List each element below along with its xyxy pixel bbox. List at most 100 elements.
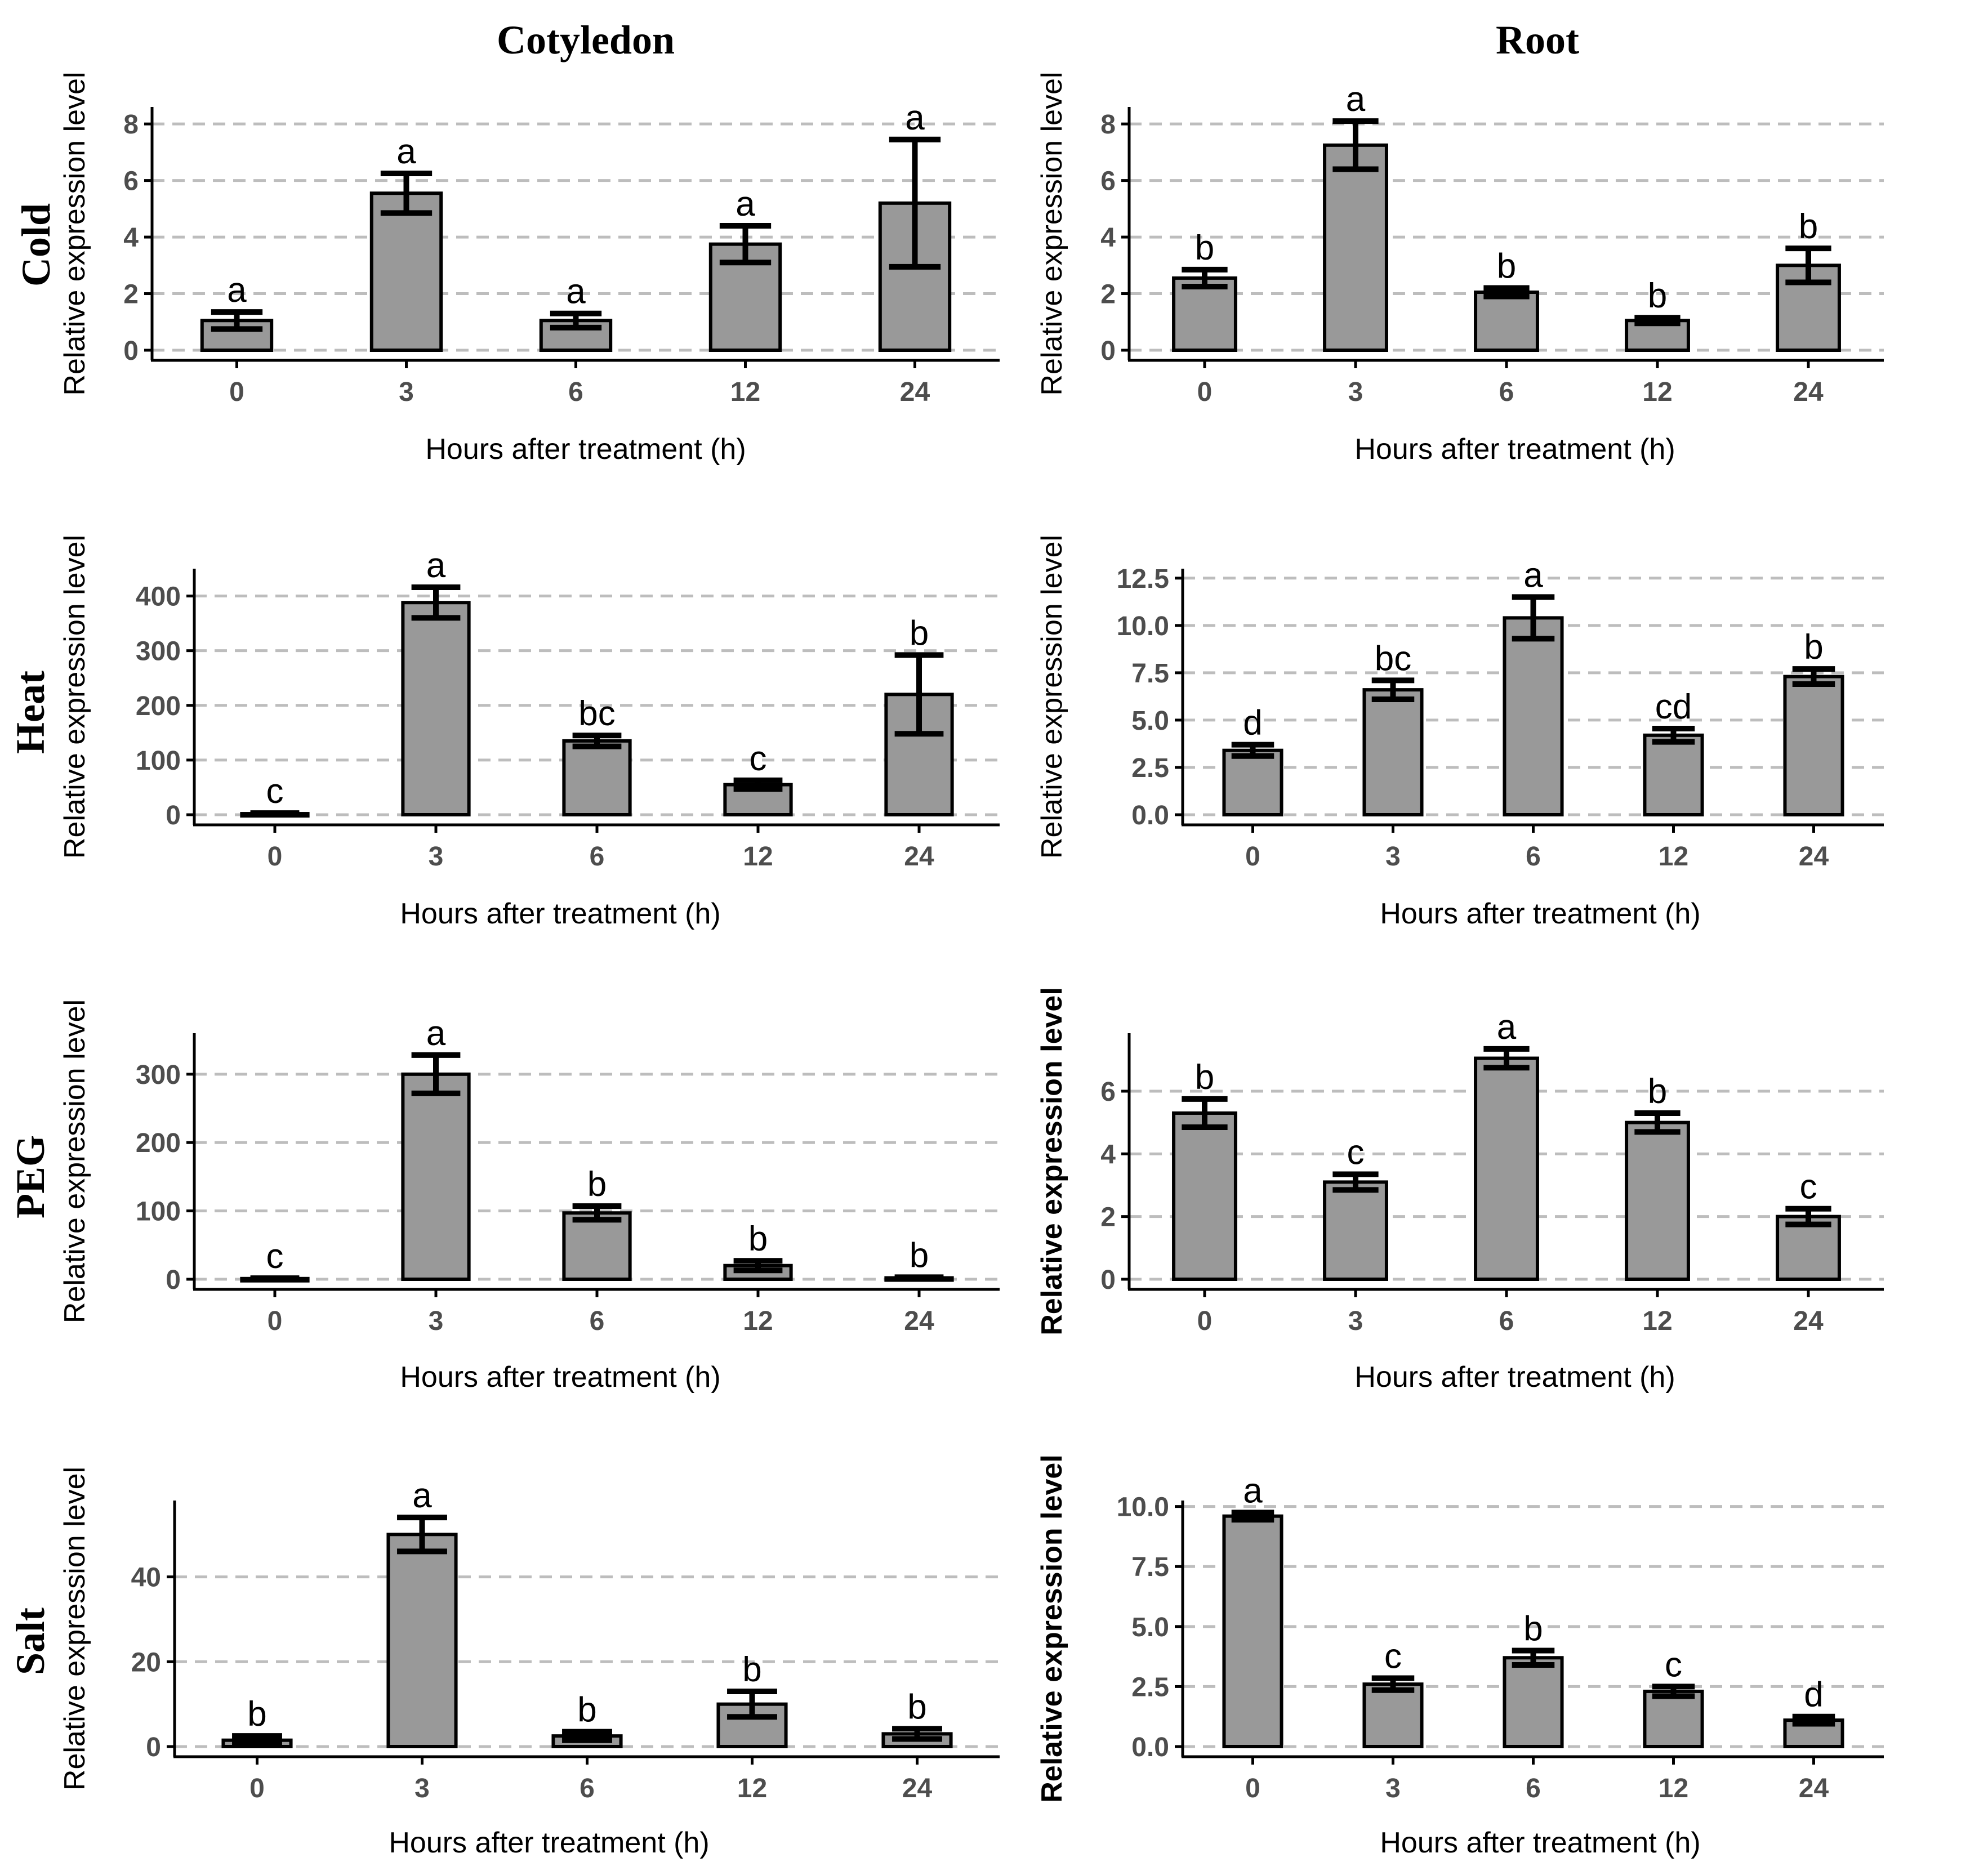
x-axis-title: Hours after treatment (h) <box>1354 433 1675 466</box>
bar <box>1503 616 1564 817</box>
significance-label: a <box>566 273 586 311</box>
significance-label: b <box>587 1165 607 1204</box>
significance-label: b <box>742 1650 761 1689</box>
significance-label: a <box>426 546 446 585</box>
y-tick-label: 5.0 <box>1131 1613 1169 1642</box>
y-tick-label: 5.0 <box>1131 706 1169 736</box>
x-tick-label: 6 <box>1526 842 1541 872</box>
x-tick-label: 6 <box>1499 377 1514 407</box>
bar <box>562 739 632 817</box>
x-tick-label: 3 <box>1348 377 1363 407</box>
x-tick-label: 12 <box>737 1774 767 1803</box>
significance-label: b <box>1195 1058 1214 1097</box>
bar <box>1474 291 1539 352</box>
y-tick-label: 10.0 <box>1117 1493 1169 1522</box>
x-tick-label: 0 <box>1197 1306 1213 1336</box>
x-tick-label: 24 <box>904 1306 934 1336</box>
y-tick-label: 2.5 <box>1131 753 1169 783</box>
panel-heat-root: 0.0 2.5 5.0 7.5 10.0 12.5 d 0 bc 3 a 6 cd 12 b 24 Hours … <box>1036 535 1884 930</box>
x-tick-label: 3 <box>414 1774 430 1803</box>
bar <box>1323 1180 1388 1281</box>
significance-label: c <box>1800 1168 1817 1207</box>
significance-label: a <box>905 99 925 137</box>
y-axis-title: Relative expression level <box>59 999 91 1323</box>
significance-label: a <box>1243 1471 1263 1510</box>
row-title-cold: Cold <box>14 203 59 287</box>
significance-label: a <box>736 185 755 224</box>
bar <box>1474 1056 1539 1281</box>
y-tick-label: 4 <box>123 223 139 253</box>
y-tick-label: 8 <box>123 110 139 140</box>
significance-label: b <box>1648 276 1667 315</box>
x-tick-label: 3 <box>1385 842 1401 872</box>
x-tick-label: 12 <box>730 377 760 407</box>
significance-label: b <box>907 1687 926 1726</box>
y-tick-label: 100 <box>136 1197 181 1227</box>
significance-label: b <box>247 1695 266 1734</box>
significance-label: cd <box>1655 687 1692 726</box>
y-axis-title: Relative expression level <box>1036 535 1068 859</box>
y-tick-label: 20 <box>131 1647 161 1677</box>
row-title-heat: Heat <box>8 671 53 754</box>
x-tick-label: 3 <box>429 842 444 872</box>
x-tick-label: 12 <box>743 842 773 872</box>
x-tick-label: 12 <box>1642 1306 1672 1336</box>
x-tick-label: 6 <box>568 377 583 407</box>
x-axis-title: Hours after treatment (h) <box>1380 1827 1700 1859</box>
y-tick-label: 4 <box>1100 1140 1116 1169</box>
y-axis-title: Relative expression level <box>1036 72 1068 395</box>
significance-label: a <box>1346 80 1366 119</box>
y-tick-label: 200 <box>136 691 181 721</box>
x-axis-title: Hours after treatment (h) <box>1380 897 1700 930</box>
significance-label: c <box>266 772 284 811</box>
y-tick-label: 0 <box>1100 1265 1116 1295</box>
x-axis-title: Hours after treatment (h) <box>425 433 746 466</box>
x-tick-label: 0 <box>1245 842 1260 872</box>
bar <box>1222 1514 1283 1748</box>
x-tick-label: 12 <box>1642 377 1672 407</box>
y-tick-label: 0 <box>123 336 139 366</box>
row-title-salt: Salt <box>8 1608 53 1675</box>
x-tick-label: 12 <box>743 1306 773 1336</box>
bar <box>1625 1120 1690 1281</box>
x-tick-label: 3 <box>1348 1306 1363 1336</box>
y-axis-title: Relative expression level <box>59 72 91 395</box>
x-tick-label: 24 <box>1799 842 1829 872</box>
bar <box>1323 143 1388 352</box>
bar <box>401 601 471 816</box>
y-axis-title: Relative expression level <box>59 535 91 859</box>
x-tick-label: 0 <box>268 1306 283 1336</box>
y-axis-title: Relative expression level <box>59 1467 91 1790</box>
x-tick-label: 12 <box>1659 1774 1688 1803</box>
significance-label: b <box>1497 247 1516 285</box>
significance-label: b <box>910 614 929 653</box>
x-tick-label: 6 <box>590 842 605 872</box>
x-tick-label: 0 <box>1197 377 1213 407</box>
y-tick-label: 2 <box>1100 1203 1116 1233</box>
bar <box>1172 1111 1237 1281</box>
x-tick-label: 3 <box>429 1306 444 1336</box>
y-tick-label: 7.5 <box>1131 1552 1169 1582</box>
x-tick-label: 0 <box>229 377 244 407</box>
y-tick-label: 0 <box>1100 336 1116 366</box>
y-tick-label: 6 <box>1100 1077 1116 1107</box>
significance-label: b <box>748 1220 768 1258</box>
y-tick-label: 200 <box>136 1128 181 1158</box>
x-tick-label: 6 <box>1499 1306 1514 1336</box>
bar <box>1643 1689 1704 1748</box>
y-tick-label: 0 <box>166 801 181 830</box>
x-tick-label: 3 <box>1385 1774 1401 1803</box>
panel-heat-cotyledon: 0 100 200 300 400 c 0 a 3 bc 6 c 12 b 24 Hours after tr… <box>59 535 1000 930</box>
significance-label: a <box>412 1476 432 1515</box>
y-tick-label: 6 <box>1100 167 1116 197</box>
significance-label: bc <box>1375 639 1411 678</box>
y-tick-label: 4 <box>1100 223 1116 253</box>
x-tick-label: 3 <box>399 377 414 407</box>
x-tick-label: 6 <box>1526 1774 1541 1803</box>
panel-salt-root: 0.0 2.5 5.0 7.5 10.0 a 0 c 3 b 6 c 12 d 24 Hours after … <box>1036 1454 1884 1859</box>
significance-label: c <box>266 1237 284 1276</box>
bar <box>1222 748 1283 816</box>
